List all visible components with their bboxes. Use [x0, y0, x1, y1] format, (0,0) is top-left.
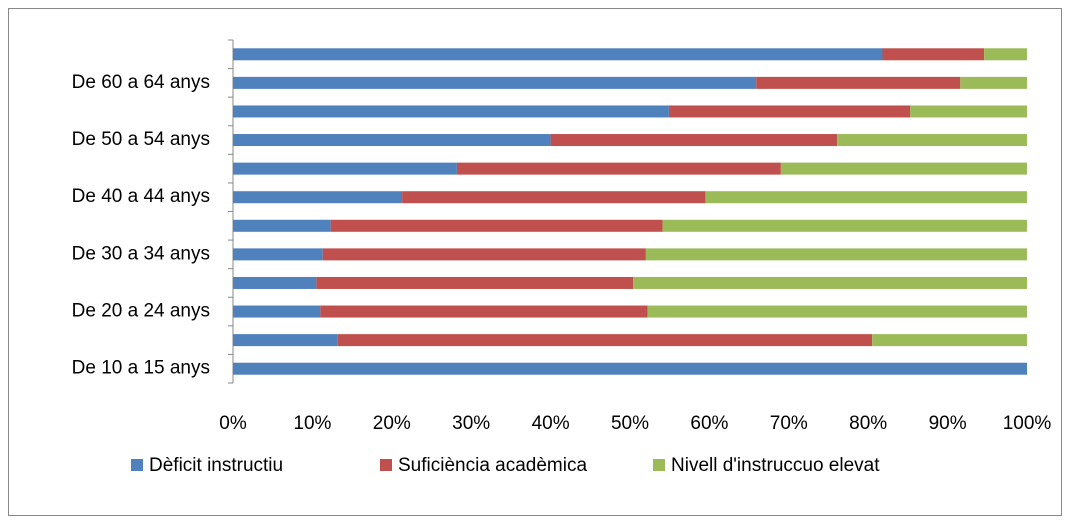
bar-segment: [233, 276, 317, 289]
x-tick-label: 70%: [770, 413, 808, 434]
bar-segment: [780, 162, 1027, 175]
chart-border: [8, 8, 1062, 516]
bar-segment: [705, 191, 1027, 204]
legend-label: Suficiència acadèmica: [398, 455, 587, 476]
bar-segment: [647, 305, 1027, 318]
x-tick-label: 50%: [611, 413, 649, 434]
legend-swatch: [131, 459, 143, 471]
x-tick-label: 60%: [690, 413, 728, 434]
x-tick-label: 90%: [929, 413, 967, 434]
x-tick-label: 0%: [219, 413, 247, 434]
bar-segment: [233, 248, 323, 261]
bar-segment: [233, 48, 883, 61]
bar-segment: [882, 48, 985, 61]
x-tick-label: 20%: [373, 413, 411, 434]
x-tick-label: 10%: [293, 413, 331, 434]
bar-segment: [550, 134, 838, 147]
bar-segment: [837, 134, 1027, 147]
bar-segment: [233, 105, 669, 118]
x-tick-label: 80%: [849, 413, 887, 434]
bar-segment: [322, 248, 646, 261]
x-tick-label: 100%: [1003, 413, 1052, 434]
bar-segment: [233, 334, 338, 347]
bar-segment: [233, 162, 457, 175]
bar-segment: [456, 162, 781, 175]
x-tick-label: 40%: [532, 413, 570, 434]
bar-segment: [330, 219, 663, 232]
legend-swatch: [653, 459, 665, 471]
bar-segment: [233, 76, 757, 89]
bar-segment: [316, 276, 634, 289]
y-tick-label: De 40 a 44 anys: [72, 186, 210, 207]
legend-label: Dèficit instructiu: [149, 455, 283, 476]
bar-segment: [402, 191, 706, 204]
y-tick-label: De 20 a 24 anys: [72, 301, 210, 322]
bar-segment: [233, 305, 321, 318]
x-tick-label: 30%: [452, 413, 490, 434]
bar-segment: [233, 219, 331, 232]
bar-segment: [320, 305, 648, 318]
bar-segment: [662, 219, 1027, 232]
bar-segment: [633, 276, 1027, 289]
bar-segment: [872, 334, 1027, 347]
legend-swatch: [380, 459, 392, 471]
y-tick-label: De 60 a 64 anys: [72, 72, 210, 93]
bar-segment: [233, 134, 551, 147]
bar-segment: [233, 191, 403, 204]
bar-segment: [756, 76, 961, 89]
bar-segment: [337, 334, 873, 347]
bar-segment: [233, 362, 1027, 375]
bar-segment: [910, 105, 1027, 118]
y-tick-label: De 50 a 54 anys: [72, 129, 210, 150]
bar-segment: [960, 76, 1027, 89]
y-tick-label: De 10 a 15 anys: [72, 358, 210, 379]
bar-segment: [668, 105, 911, 118]
legend-label: Nivell d'instruccuo elevat: [671, 455, 880, 476]
y-tick-label: De 30 a 34 anys: [72, 243, 210, 264]
bar-segment: [984, 48, 1027, 61]
bar-segment: [645, 248, 1027, 261]
